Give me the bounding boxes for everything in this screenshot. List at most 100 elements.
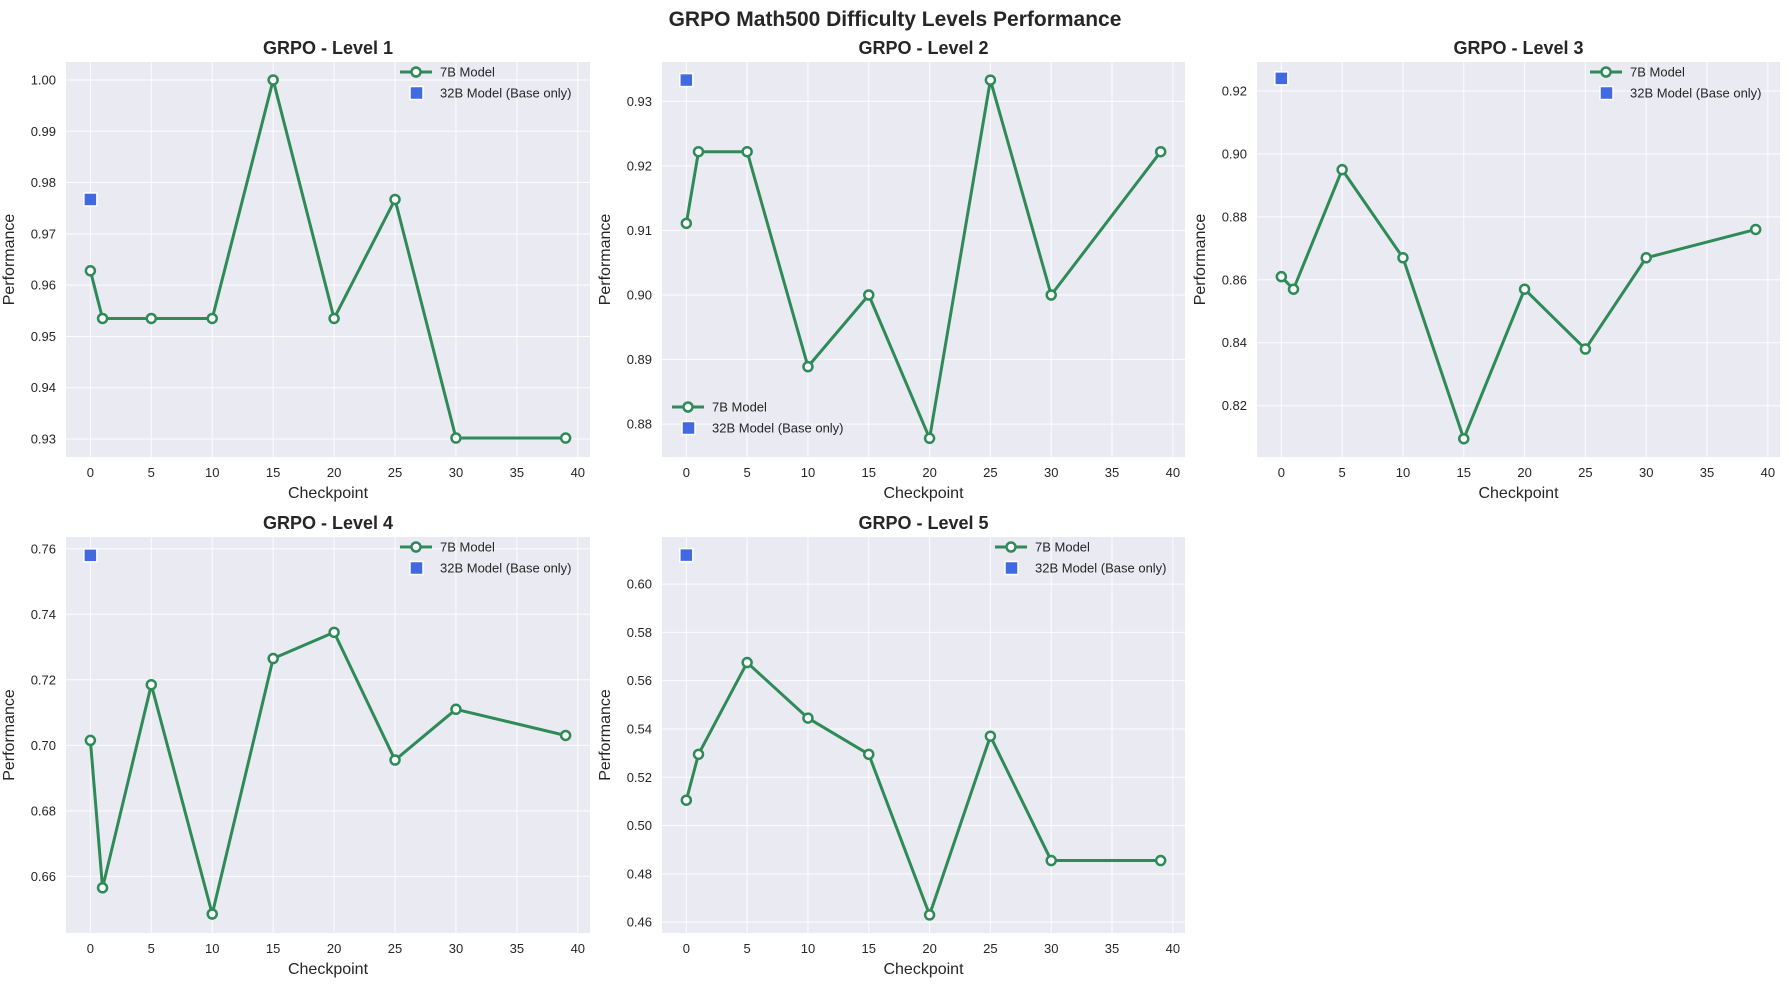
legend: 7B Model 32B Model (Base only) (995, 540, 1167, 576)
y-tick-label: 0.76 (31, 541, 56, 556)
data-point-7b (450, 703, 462, 716)
x-tick-label: 25 (1578, 465, 1592, 480)
data-point-7b (1336, 163, 1348, 176)
legend-square-swatch (409, 560, 424, 576)
data-point-7b (741, 145, 753, 158)
legend-label: 32B Model (Base only) (1035, 561, 1167, 576)
data-point-7b (328, 626, 340, 639)
legend-square-swatch (409, 85, 424, 101)
data-point-7b (206, 908, 218, 920)
x-tick-label: 5 (148, 941, 155, 956)
y-axis-label: Performance (1, 214, 18, 306)
data-point-7b (96, 312, 109, 325)
x-tick-label: 15 (266, 465, 280, 480)
x-tick-label: 20 (1517, 465, 1531, 480)
x-tick-label: 35 (1105, 465, 1119, 480)
x-tick-label: 20 (922, 465, 936, 480)
x-tick-label: 40 (1166, 941, 1180, 956)
data-point-7b (206, 312, 218, 325)
legend-marker-swatch (1005, 541, 1017, 553)
x-axis-label: Checkpoint (883, 961, 964, 978)
y-tick-label: 0.93 (627, 94, 652, 109)
legend-label: 7B Model (712, 400, 767, 415)
y-tick-label: 0.89 (627, 352, 652, 367)
x-tick-label: 0 (87, 941, 94, 956)
data-point-7b (96, 882, 109, 894)
data-point-7b (802, 712, 814, 724)
x-tick-label: 20 (327, 941, 341, 956)
y-tick-label: 0.97 (31, 226, 56, 241)
data-point-7b (1287, 283, 1300, 295)
x-tick-label: 15 (862, 465, 876, 480)
x-tick-label: 5 (148, 465, 155, 480)
y-tick-label: 0.48 (627, 866, 652, 881)
panel-title: GRPO - Level 3 (1453, 38, 1583, 58)
x-tick-label: 30 (1639, 465, 1653, 480)
y-tick-label: 0.88 (627, 417, 652, 432)
panel-level-2: 0 5 10 15 20 25 30 35 40 0.88 0.89 0.90 0.91 0.92 0.93… (597, 38, 1185, 502)
legend: 7B Model 32B Model (Base only) (1590, 65, 1762, 101)
data-point-7b (1275, 270, 1288, 283)
data-point-32b (83, 548, 98, 563)
y-tick-label: 0.96 (31, 278, 56, 293)
data-point-7b (267, 652, 279, 665)
plot-area (66, 62, 590, 457)
y-tick-label: 0.90 (627, 287, 652, 302)
x-tick-label: 35 (1700, 465, 1714, 480)
legend-label: 7B Model (440, 65, 495, 80)
legend-label: 7B Model (1630, 65, 1685, 80)
data-point-7b (1749, 223, 1762, 236)
legend-square-swatch (681, 420, 696, 436)
data-point-7b (741, 656, 753, 669)
y-tick-label: 0.54 (627, 721, 652, 736)
data-point-7b (84, 265, 97, 277)
y-tick-label: 0.70 (31, 738, 56, 753)
data-point-32b (1274, 71, 1289, 86)
plot-area (662, 537, 1185, 933)
x-tick-label: 10 (801, 941, 815, 956)
data-point-7b (559, 729, 572, 742)
y-tick-label: 0.88 (1222, 209, 1247, 224)
x-tick-label: 10 (205, 465, 219, 480)
data-point-7b (1640, 252, 1652, 264)
y-tick-label: 0.91 (627, 223, 652, 238)
y-tick-label: 0.82 (1222, 398, 1247, 413)
data-point-7b (863, 748, 875, 761)
x-tick-label: 15 (266, 941, 280, 956)
plot-area (662, 62, 1185, 457)
x-tick-label: 40 (571, 941, 585, 956)
legend-marker-swatch (1600, 66, 1612, 78)
y-tick-label: 0.86 (1222, 272, 1247, 287)
data-point-7b (1397, 252, 1409, 264)
x-axis-label: Checkpoint (1478, 485, 1559, 502)
x-tick-label: 35 (510, 465, 524, 480)
legend-marker-swatch (410, 66, 422, 78)
y-tick-label: 0.93 (31, 432, 56, 447)
y-tick-label: 0.58 (627, 625, 652, 640)
x-tick-label: 40 (1166, 465, 1180, 480)
y-axis-label: Performance (1, 689, 18, 781)
data-point-7b (692, 145, 705, 158)
data-point-7b (680, 217, 693, 230)
data-point-7b (692, 748, 705, 761)
data-point-7b (328, 312, 340, 325)
data-point-7b (84, 734, 97, 747)
x-tick-label: 5 (1339, 465, 1346, 480)
x-tick-label: 0 (87, 465, 94, 480)
y-tick-label: 0.98 (31, 175, 56, 190)
plot-area (1257, 62, 1780, 457)
x-tick-label: 35 (510, 941, 524, 956)
x-tick-label: 0 (1278, 465, 1285, 480)
panel-title: GRPO - Level 2 (858, 38, 988, 58)
panel-level-3: 0 5 10 15 20 25 30 35 40 0.82 0.84 0.86 0.88 0.90 0.92… (1192, 38, 1780, 502)
plot-area (66, 537, 590, 933)
data-point-7b (559, 432, 572, 444)
y-tick-label: 0.90 (1222, 146, 1247, 161)
x-tick-label: 10 (801, 465, 815, 480)
data-point-7b (1579, 343, 1592, 355)
data-point-7b (802, 360, 814, 373)
y-tick-label: 0.68 (31, 803, 56, 818)
y-tick-label: 0.95 (31, 329, 56, 344)
x-tick-label: 20 (922, 941, 936, 956)
data-point-7b (1154, 145, 1167, 158)
